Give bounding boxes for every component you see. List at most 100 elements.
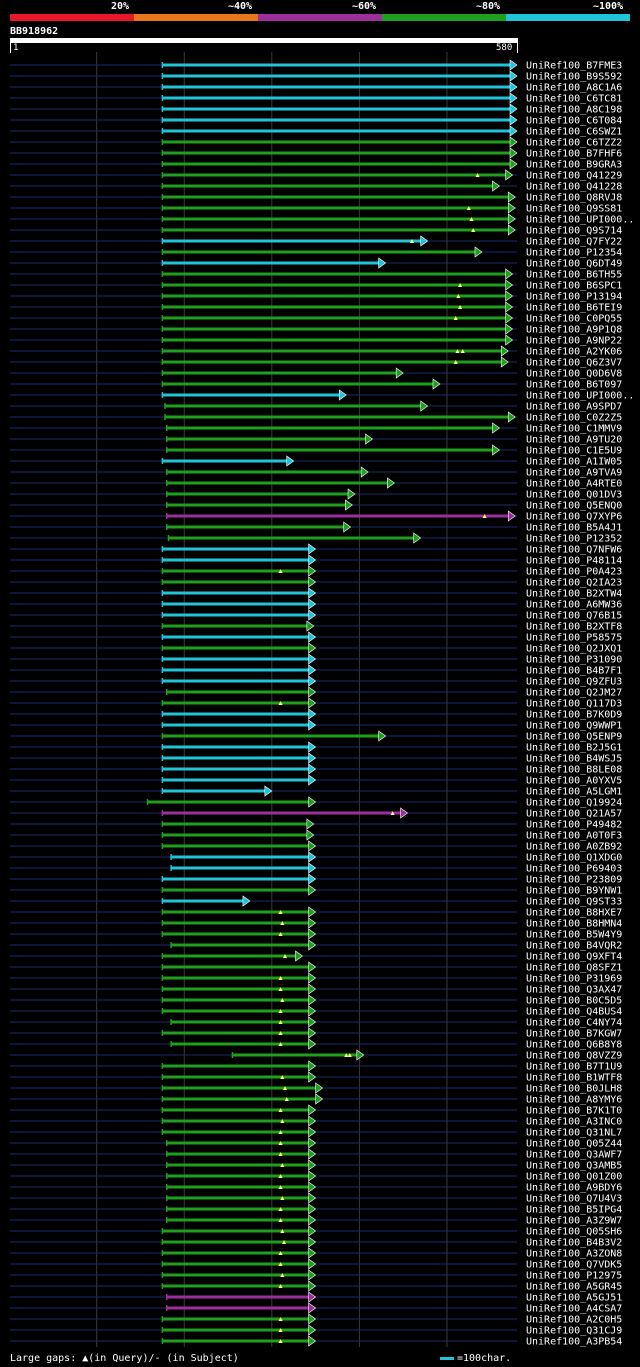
hit-label[interactable]: UniRef100_Q6DT49 (526, 259, 622, 270)
hit-label[interactable]: UniRef100_Q7U4V3 (526, 1194, 622, 1205)
hit-label[interactable]: UniRef100_B6T097 (526, 380, 622, 391)
hit-bar[interactable] (162, 569, 310, 573)
hit-bar[interactable] (162, 140, 511, 144)
hit-label[interactable]: UniRef100_B9S592 (526, 72, 622, 83)
hit-label[interactable]: UniRef100_Q05Z44 (526, 1139, 622, 1150)
hit-bar[interactable] (162, 1273, 310, 1277)
hit-label[interactable]: UniRef100_Q21A57 (526, 809, 622, 820)
hit-label[interactable]: UniRef100_A9P1Q8 (526, 325, 622, 336)
hit-bar[interactable] (162, 844, 310, 848)
hit-bar[interactable] (162, 888, 310, 892)
hit-label[interactable]: UniRef100_C1E5U9 (526, 446, 622, 457)
hit-label[interactable]: UniRef100_Q7NFW6 (526, 545, 622, 556)
hit-label[interactable]: UniRef100_Q8SFZ1 (526, 963, 622, 974)
hit-bar[interactable] (162, 338, 507, 342)
hit-bar[interactable] (162, 1328, 310, 1332)
hit-bar[interactable] (162, 635, 310, 639)
hit-bar[interactable] (162, 85, 511, 89)
hit-label[interactable]: UniRef100_Q6B8Y8 (526, 1040, 622, 1051)
hit-bar[interactable] (171, 855, 310, 859)
hit-bar[interactable] (166, 1185, 310, 1189)
hit-bar[interactable] (162, 316, 507, 320)
hit-label[interactable]: UniRef100_A1IW05 (526, 457, 622, 468)
hit-bar[interactable] (162, 360, 503, 364)
hit-label[interactable]: UniRef100_Q41229 (526, 171, 622, 182)
hit-label[interactable]: UniRef100_B1WTF8 (526, 1073, 622, 1084)
hit-bar[interactable] (166, 503, 347, 507)
hit-bar[interactable] (232, 1053, 358, 1057)
hit-label[interactable]: UniRef100_P12352 (526, 534, 622, 545)
hit-bar[interactable] (166, 426, 494, 430)
hit-label[interactable]: UniRef100_P69403 (526, 864, 622, 875)
hit-label[interactable]: UniRef100_Q7VDK5 (526, 1260, 622, 1271)
hit-bar[interactable] (162, 932, 310, 936)
hit-bar[interactable] (171, 1042, 310, 1046)
hit-bar[interactable] (162, 349, 503, 353)
hit-bar[interactable] (162, 1240, 310, 1244)
hit-label[interactable]: UniRef100_Q7FY22 (526, 237, 622, 248)
hit-bar[interactable] (166, 492, 350, 496)
hit-label[interactable]: UniRef100_Q5ENP9 (526, 732, 622, 743)
hit-label[interactable]: UniRef100_Q9WWP1 (526, 721, 622, 732)
hit-label[interactable]: UniRef100_Q5ENQ0 (526, 501, 622, 512)
hit-bar[interactable] (166, 1196, 310, 1200)
hit-label[interactable]: UniRef100_A8YMY6 (526, 1095, 622, 1106)
hit-label[interactable]: UniRef100_C6TC81 (526, 94, 622, 105)
hit-bar[interactable] (162, 129, 511, 133)
hit-bar[interactable] (162, 305, 507, 309)
hit-bar[interactable] (166, 1306, 310, 1310)
hit-label[interactable]: UniRef100_A9SPD7 (526, 402, 622, 413)
hit-label[interactable]: UniRef100_B5IPG4 (526, 1205, 622, 1216)
hit-label[interactable]: UniRef100_P23809 (526, 875, 622, 886)
hit-bar[interactable] (162, 459, 288, 463)
hit-label[interactable]: UniRef100_Q4BUS4 (526, 1007, 622, 1018)
hit-bar[interactable] (171, 1020, 310, 1024)
hit-bar[interactable] (162, 1009, 310, 1013)
hit-bar[interactable] (162, 602, 310, 606)
hit-label[interactable]: UniRef100_B9YNW1 (526, 886, 622, 897)
hit-bar[interactable] (162, 745, 310, 749)
hit-bar[interactable] (162, 283, 507, 287)
hit-bar[interactable] (162, 591, 310, 595)
hit-label[interactable]: UniRef100_B0JLH8 (526, 1084, 622, 1095)
hit-label[interactable]: UniRef100_Q9ST33 (526, 897, 622, 908)
hit-label[interactable]: UniRef100_Q3AMB5 (526, 1161, 622, 1172)
hit-label[interactable]: UniRef100_Q9ZFU3 (526, 677, 622, 688)
hit-bar[interactable] (162, 723, 310, 727)
hit-bar[interactable] (162, 393, 341, 397)
hit-bar[interactable] (147, 800, 310, 804)
hit-label[interactable]: UniRef100_B7KGW7 (526, 1029, 622, 1040)
hit-label[interactable]: UniRef100_Q05SH6 (526, 1227, 622, 1238)
hit-label[interactable]: UniRef100_B7K0D9 (526, 710, 622, 721)
hit-bar[interactable] (162, 976, 310, 980)
hit-label[interactable]: UniRef100_B4VQR2 (526, 941, 622, 952)
hit-label[interactable]: UniRef100_B7FHF6 (526, 149, 622, 160)
hit-label[interactable]: UniRef100_B6SPC1 (526, 281, 622, 292)
hit-bar[interactable] (162, 1075, 310, 1079)
hit-bar[interactable] (166, 448, 494, 452)
hit-label[interactable]: UniRef100_B4B3V2 (526, 1238, 622, 1249)
hit-label[interactable]: UniRef100_Q19924 (526, 798, 622, 809)
hit-bar[interactable] (162, 1339, 310, 1343)
hit-label[interactable]: UniRef100_B7FME3 (526, 61, 622, 72)
hit-bar[interactable] (166, 1174, 310, 1178)
hit-bar[interactable] (164, 404, 422, 408)
hit-bar[interactable] (166, 525, 345, 529)
hit-label[interactable]: UniRef100_A8C1A6 (526, 83, 622, 94)
hit-label[interactable]: UniRef100_C6SWZ1 (526, 127, 622, 138)
hit-label[interactable]: UniRef100_P58575 (526, 633, 622, 644)
hit-bar[interactable] (162, 1317, 310, 1321)
hit-label[interactable]: UniRef100_Q0D6V8 (526, 369, 622, 380)
hit-bar[interactable] (162, 811, 402, 815)
hit-label[interactable]: UniRef100_B2XTF8 (526, 622, 622, 633)
hit-bar[interactable] (162, 151, 511, 155)
hit-label[interactable]: UniRef100_A3Z9W7 (526, 1216, 622, 1227)
hit-bar[interactable] (162, 382, 434, 386)
hit-bar[interactable] (162, 173, 507, 177)
hit-label[interactable]: UniRef100_A0YXV5 (526, 776, 622, 787)
hit-bar[interactable] (162, 206, 510, 210)
hit-label[interactable]: UniRef100_P13194 (526, 292, 622, 303)
hit-label[interactable]: UniRef100_C0PQ55 (526, 314, 622, 325)
hit-label[interactable]: UniRef100_Q9XFT4 (526, 952, 622, 963)
hit-bar[interactable] (162, 910, 310, 914)
